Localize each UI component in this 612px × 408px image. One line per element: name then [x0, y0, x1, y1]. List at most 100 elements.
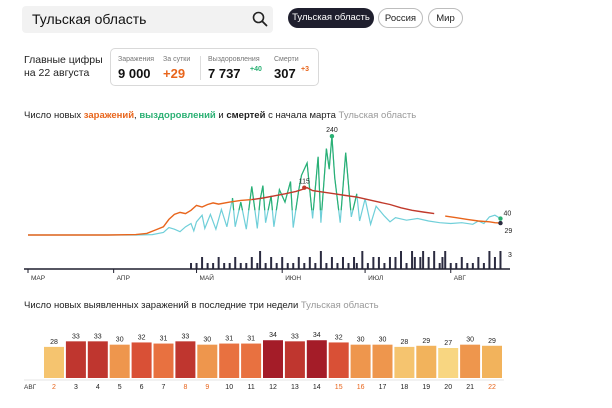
bar-value-label: 28 — [401, 339, 409, 346]
death-bar — [361, 251, 364, 269]
death-bar — [250, 257, 253, 269]
bar-value-label: 31 — [160, 336, 168, 343]
death-bar — [286, 263, 289, 269]
bar-day — [482, 345, 502, 378]
bar-day — [241, 343, 262, 378]
recoveries-end-point — [498, 216, 503, 221]
death-bar — [493, 257, 496, 269]
death-bar — [256, 263, 259, 269]
death-bar — [455, 263, 458, 269]
death-bar — [460, 257, 463, 269]
search-input[interactable]: Тульская область — [32, 11, 147, 27]
stat-delta-recoveries: +40 — [250, 66, 262, 73]
chart-title-daily: Число новых заражений, выздоровлений и с… — [24, 110, 416, 121]
stat-label-recoveries: Выздоровления — [208, 56, 260, 63]
recoveries-line — [28, 136, 501, 236]
bar-value-label: 31 — [225, 336, 233, 343]
bar-day — [153, 343, 174, 378]
bar-date-label: 4 — [96, 384, 100, 391]
bar-value-label: 33 — [72, 333, 80, 340]
annotation-point-240 — [329, 134, 335, 139]
death-bar — [441, 257, 444, 269]
bar-date-label: 7 — [162, 384, 166, 391]
bar-value-label: 33 — [94, 333, 102, 340]
death-bar — [330, 257, 333, 269]
bar-day — [306, 340, 327, 378]
stat-value-deaths: 307 — [274, 66, 296, 81]
death-bar — [400, 251, 403, 269]
death-bar — [427, 257, 430, 269]
death-bar — [471, 263, 474, 269]
x-tick-label: МАР — [31, 275, 45, 282]
death-bar — [388, 257, 391, 269]
bar-day — [416, 345, 437, 378]
death-bar — [488, 251, 491, 269]
death-bar — [413, 257, 416, 269]
bar-date-label: 8 — [183, 384, 187, 391]
bar-date-label: 14 — [313, 384, 321, 391]
death-bar — [383, 263, 386, 269]
death-bar — [239, 263, 242, 269]
stat-separator — [200, 56, 201, 80]
bar-date-label: 22 — [488, 384, 496, 391]
death-bar — [303, 263, 306, 269]
title-suffix: с начала марта — [265, 110, 336, 121]
bar-date-label: 20 — [444, 384, 452, 391]
stat-label-daily: За сутки — [163, 56, 191, 63]
bar-date-label: 3 — [74, 384, 78, 391]
bar-day — [65, 341, 86, 378]
death-bar — [372, 257, 375, 269]
x-tick-label: АПР — [117, 275, 130, 282]
bar-value-label: 30 — [357, 337, 365, 344]
stats-card — [110, 48, 319, 86]
bar-value-label: 33 — [291, 333, 299, 340]
recoveries-peaks-line — [231, 136, 358, 211]
death-bar — [206, 263, 209, 269]
bar-value-label: 31 — [247, 336, 255, 343]
x-tick-label: АВГ — [454, 275, 467, 282]
bar-date-label: 11 — [247, 384, 254, 391]
death-bar — [419, 257, 422, 269]
recoveries-end-label: 40 — [503, 211, 511, 218]
death-bar — [190, 263, 193, 269]
infections-line — [28, 198, 252, 236]
death-bar — [477, 257, 480, 269]
title-comma: , — [134, 110, 140, 121]
death-bar — [264, 263, 267, 269]
deaths-end-label: 3 — [508, 252, 512, 259]
tab-world[interactable]: Мир — [428, 8, 463, 28]
search-field[interactable] — [22, 6, 273, 33]
death-bar — [281, 257, 284, 269]
annotation-label-240: 240 — [326, 127, 338, 134]
annotation-point-115 — [302, 185, 307, 190]
stat-label-infections: Заражения — [118, 56, 155, 63]
death-bar — [217, 257, 220, 269]
title-recoveries: выздоровлений — [139, 110, 216, 121]
bar-day — [175, 341, 196, 378]
bar-day — [131, 342, 152, 378]
bar-day — [438, 348, 459, 378]
x-tick-label: МАЙ — [200, 273, 215, 282]
death-bar — [270, 257, 273, 269]
bar-day — [44, 346, 64, 378]
bar-date-label: 6 — [140, 384, 144, 391]
title-deaths: смертей — [226, 110, 266, 121]
bar-value-label: 30 — [379, 337, 387, 344]
death-bar — [438, 263, 441, 269]
death-bar — [212, 263, 215, 269]
search-icon[interactable] — [252, 11, 268, 27]
daily-chart: 115 240 29 40 3 МАР АПР МАЙ ИЮН ИЮЛ АВГ — [24, 127, 512, 282]
death-bar — [355, 263, 358, 269]
title-region: Тульская область — [338, 110, 417, 121]
death-bar — [449, 263, 452, 269]
death-bar — [195, 263, 198, 269]
bar-value-label: 32 — [335, 334, 343, 341]
chart2-title-region: Тульская область — [300, 300, 379, 311]
death-bar — [259, 251, 262, 269]
death-bar — [336, 263, 339, 269]
tab-russia[interactable]: Россия — [378, 8, 423, 28]
infections-trend-line — [251, 186, 435, 215]
bar-date-label: 5 — [118, 384, 122, 391]
bar-date-label: 13 — [291, 384, 299, 391]
tab-tula-region[interactable]: Тульская область — [288, 8, 374, 28]
